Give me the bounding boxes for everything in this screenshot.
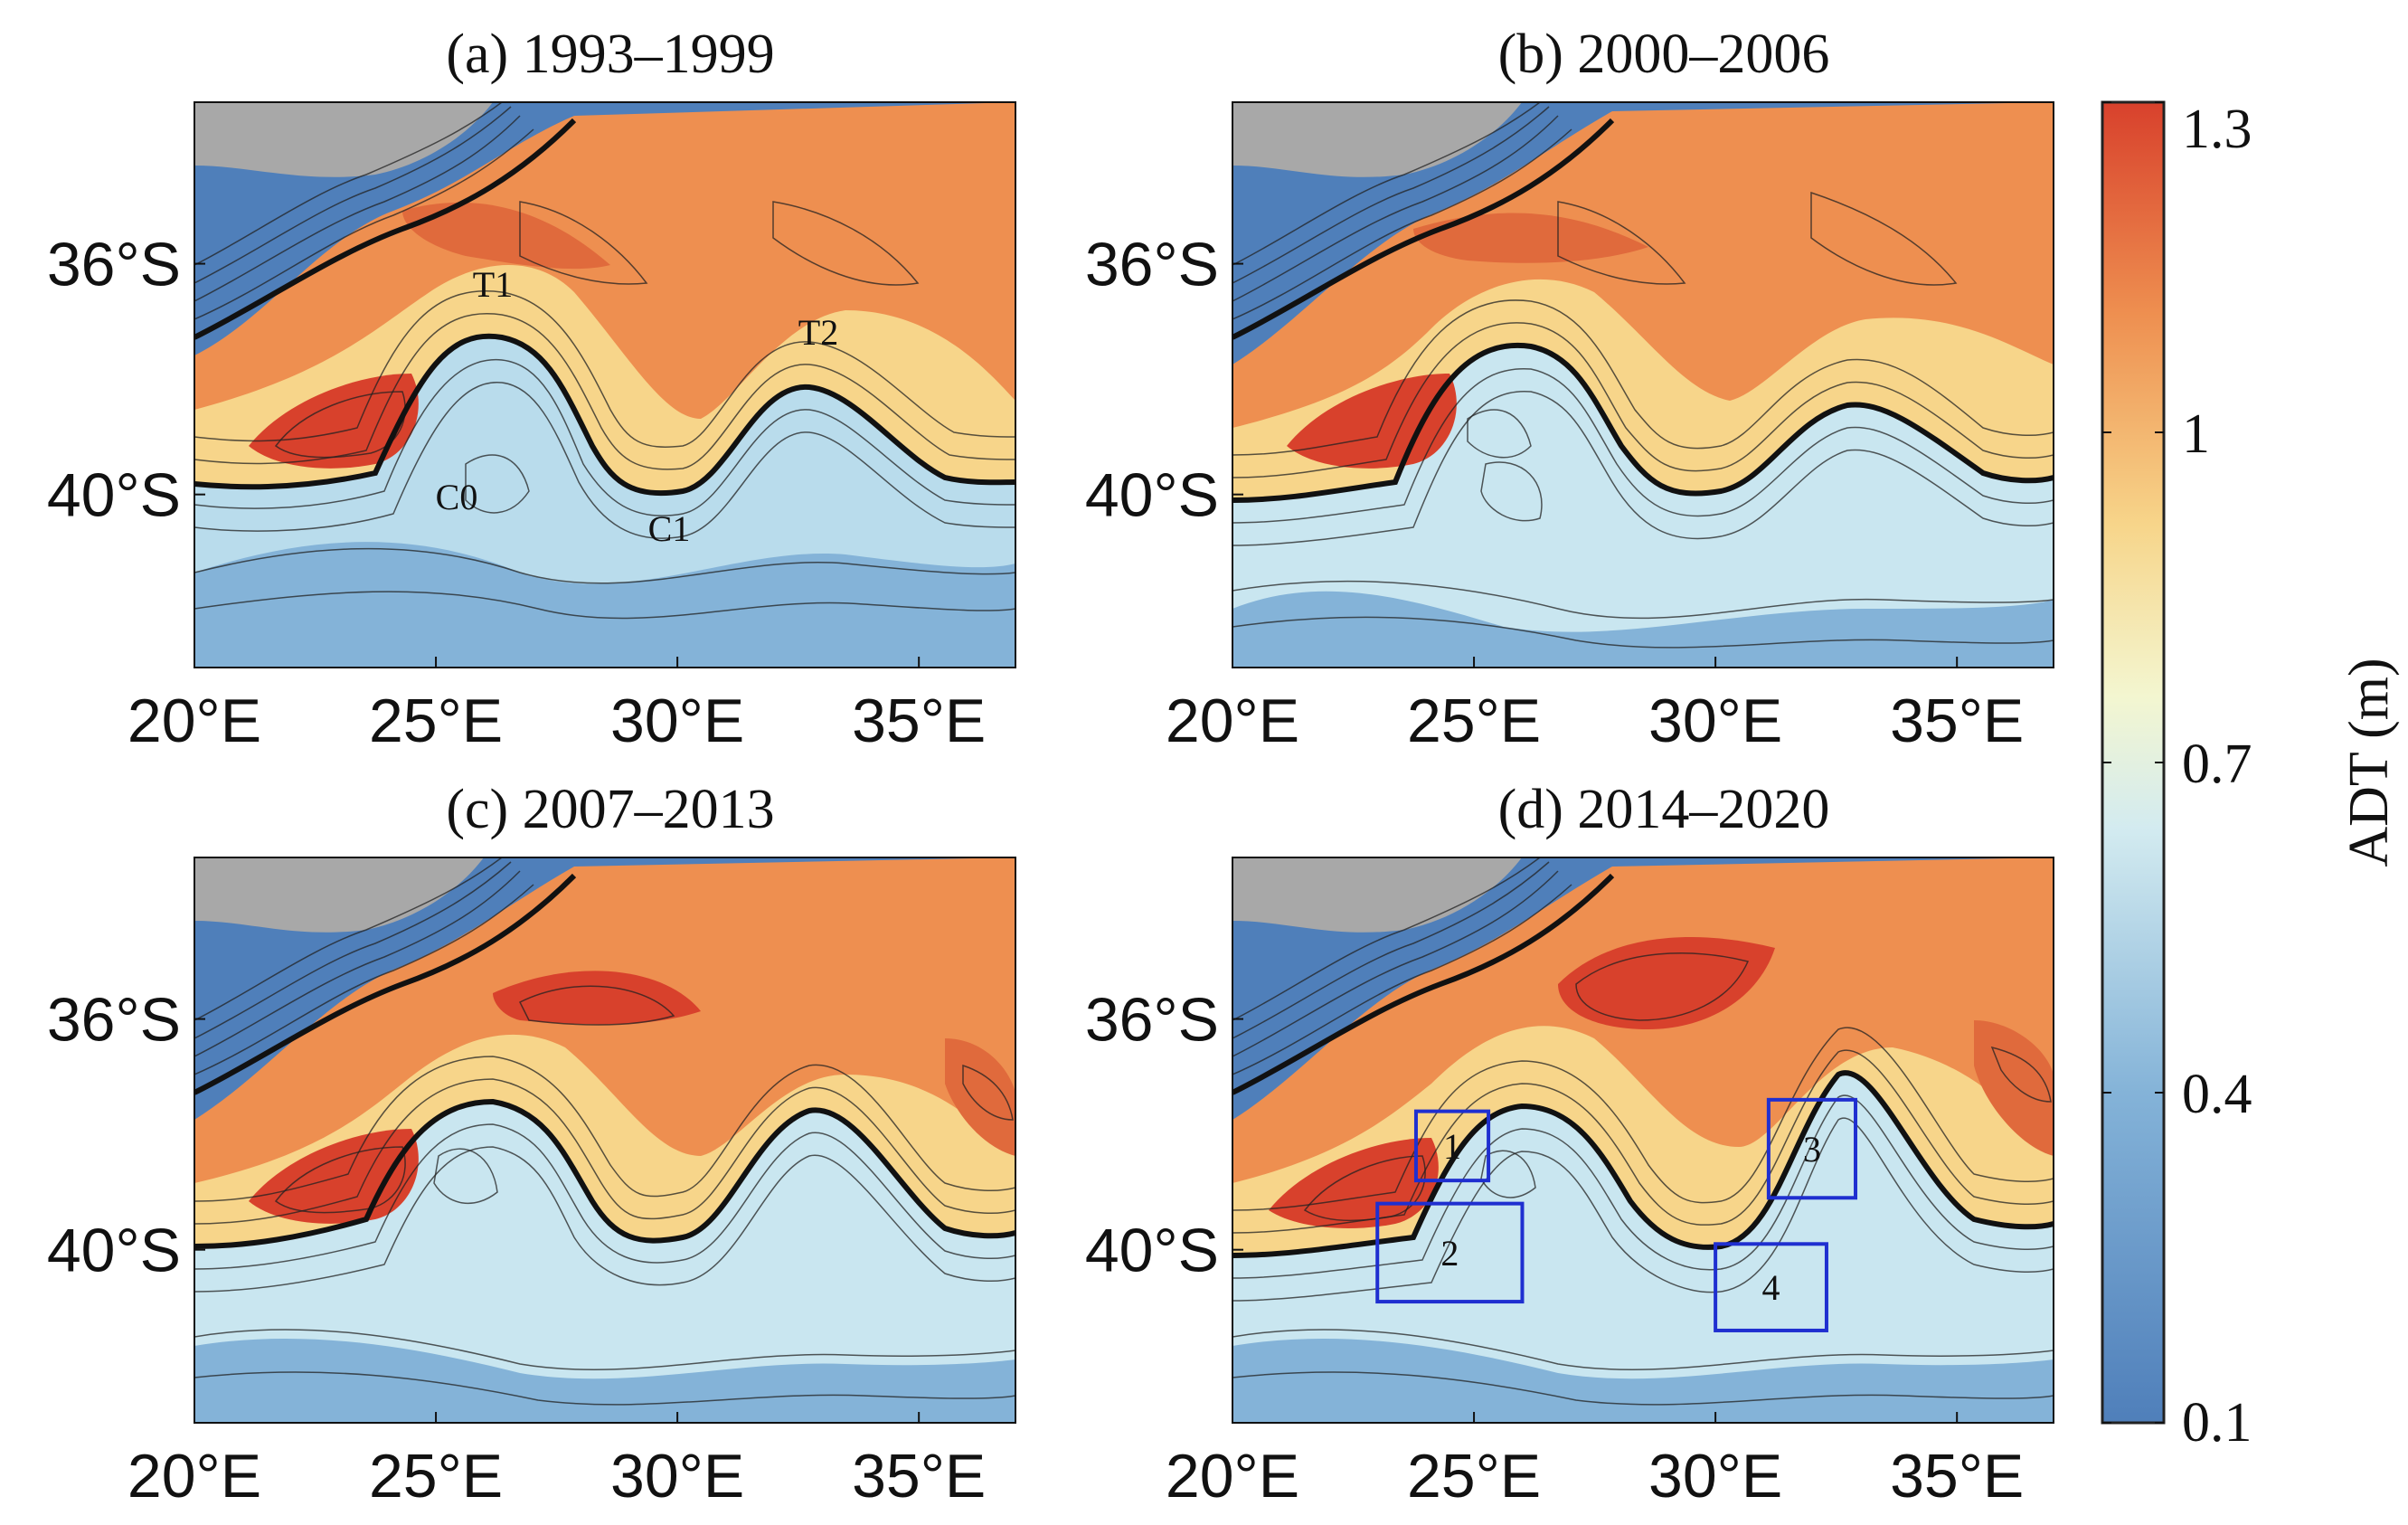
colorbar: 1.3 1 0.7 0.4 0.1 ADT (m) xyxy=(2101,99,2400,1454)
region-box-label: 4 xyxy=(1762,1267,1780,1308)
x-tick-label: 20°E xyxy=(1166,687,1299,755)
colorbar-ticks: 1.3 1 0.7 0.4 0.1 xyxy=(2102,99,2252,1454)
y-tick-label: 36°S xyxy=(47,986,181,1055)
x-tick-label: 35°E xyxy=(852,1442,986,1511)
colorbar-tick-label: 1 xyxy=(2182,403,2210,465)
y-tick-label: 40°S xyxy=(1085,1217,1219,1285)
panel-d-map: 1 2 3 4 xyxy=(1232,857,2054,1423)
colorbar-tick-label: 1.3 xyxy=(2182,99,2252,160)
x-tick-label: 25°E xyxy=(369,687,503,755)
panel-d: (d) 2014–2020 xyxy=(1232,779,2054,1424)
x-tick-label: 30°E xyxy=(610,687,744,755)
y-tick-label: 40°S xyxy=(47,461,181,530)
panel-a-map: T1 T2 C0 C1 xyxy=(194,102,1015,668)
panel-c: (c) 2007–2013 xyxy=(194,779,1016,1424)
region-box-label: 3 xyxy=(1803,1129,1821,1170)
panel-c-title: (c) 2007–2013 xyxy=(446,779,774,840)
panel-b-title: (b) 2000–2006 xyxy=(1498,24,1830,85)
colorbar-tick-label: 0.7 xyxy=(2182,734,2252,795)
panel-b: (b) 2000–2006 xyxy=(1232,24,2054,668)
x-tick-label: 30°E xyxy=(1648,687,1782,755)
colorbar-gradient xyxy=(2101,100,2166,1425)
y-tick-label: 36°S xyxy=(1085,231,1219,299)
colorbar-label: ADT (m) xyxy=(2338,658,2400,867)
y-tick-label: 40°S xyxy=(1085,461,1219,530)
y-tick-label: 36°S xyxy=(1085,986,1219,1055)
region-box xyxy=(1375,1201,1525,1304)
x-tick-label: 25°E xyxy=(1407,687,1541,755)
x-tick-label: 25°E xyxy=(369,1442,503,1511)
region-box xyxy=(1714,1242,1828,1332)
panel-b-map xyxy=(1232,102,2054,668)
x-tick-label: 35°E xyxy=(852,687,986,755)
region-box-label: 2 xyxy=(1440,1233,1459,1274)
panel-d-title: (d) 2014–2020 xyxy=(1498,779,1830,840)
feature-label: T1 xyxy=(473,264,513,305)
x-tick-label: 30°E xyxy=(1648,1442,1782,1511)
region-box xyxy=(1766,1097,1858,1200)
x-tick-label: 35°E xyxy=(1890,687,2024,755)
colorbar-tick-label: 0.1 xyxy=(2182,1392,2252,1454)
feature-label: C1 xyxy=(648,508,691,549)
analysis-boxes: 1 2 3 4 xyxy=(1375,1097,1858,1332)
x-tick-label: 35°E xyxy=(1890,1442,2024,1511)
x-tick-label: 20°E xyxy=(127,687,261,755)
panel-a: (a) 1993–1999 xyxy=(194,24,1016,668)
y-tick-label: 40°S xyxy=(47,1217,181,1285)
x-tick-label: 30°E xyxy=(610,1442,744,1511)
x-tick-label: 20°E xyxy=(1166,1442,1299,1511)
panel-c-map xyxy=(194,857,1015,1423)
y-tick-label: 36°S xyxy=(47,231,181,299)
feature-label: C0 xyxy=(436,477,478,517)
feature-label: T2 xyxy=(798,312,838,353)
axis-ticks: 20°E 25°E 30°E 35°E 36°S 40°S 20°E 25°E 30°E 35°E… xyxy=(47,231,2024,1511)
panel-a-title: (a) 1993–1999 xyxy=(446,24,774,85)
colorbar-tick-label: 0.4 xyxy=(2182,1064,2252,1125)
x-tick-label: 25°E xyxy=(1407,1442,1541,1511)
region-box-label: 1 xyxy=(1443,1126,1461,1167)
region-box xyxy=(1413,1109,1491,1183)
x-tick-label: 20°E xyxy=(127,1442,261,1511)
